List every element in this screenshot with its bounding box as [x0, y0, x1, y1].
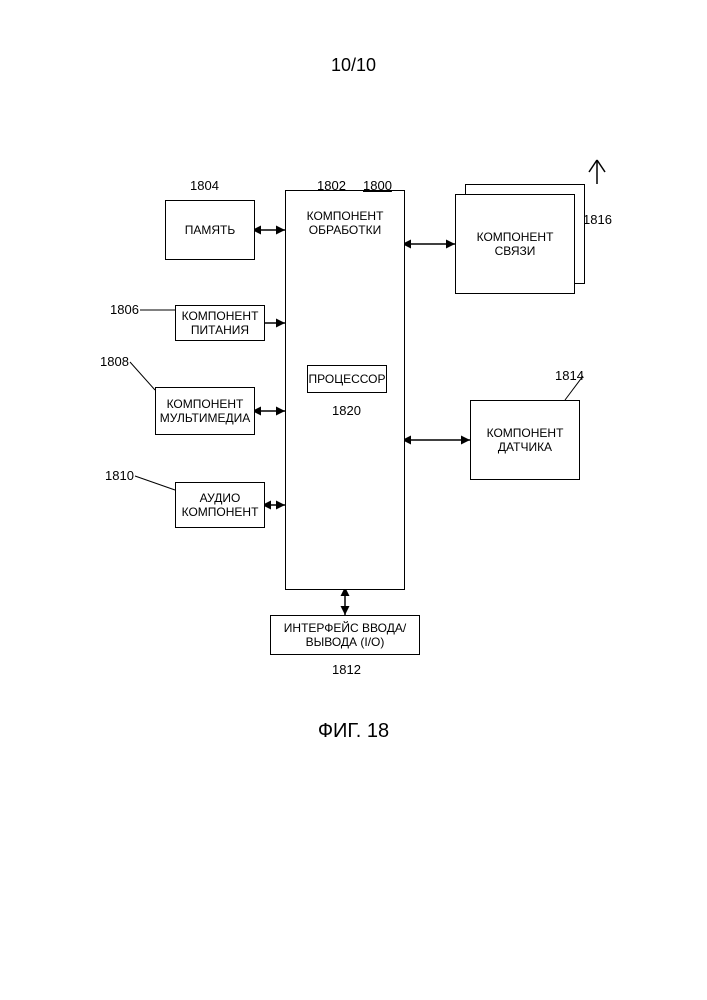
ref-processor: 1820: [332, 403, 361, 418]
ref-memory: 1804: [190, 178, 219, 193]
processor-box: ПРОЦЕССОР: [307, 365, 387, 393]
processor-label: ПРОЦЕССОР: [309, 372, 386, 386]
sensor-component-box: КОМПОНЕНТДАТЧИКА: [470, 400, 580, 480]
comm-component-box: КОМПОНЕНТСВЯЗИ: [455, 194, 575, 294]
processing-label: КОМПОНЕНТОБРАБОТКИ: [286, 209, 404, 238]
audio-component-box: АУДИОКОМПОНЕНТ: [175, 482, 265, 528]
figure-caption: ФИГ. 18: [0, 720, 707, 743]
ref-io: 1812: [332, 662, 361, 677]
ref-sensor: 1814: [555, 368, 584, 383]
page-number: 10/10: [0, 55, 707, 76]
power-component-box: КОМПОНЕНТПИТАНИЯ: [175, 305, 265, 341]
ref-audio: 1810: [105, 468, 134, 483]
multimedia-component-box: КОМПОНЕНТМУЛЬТИМЕДИА: [155, 387, 255, 435]
ref-comm: 1816: [583, 212, 612, 227]
io-label: ИНТЕРФЕЙС ВВОДА/ВЫВОДА (I/O): [284, 621, 406, 650]
io-interface-box: ИНТЕРФЕЙС ВВОДА/ВЫВОДА (I/O): [270, 615, 420, 655]
ref-multimedia: 1808: [100, 354, 129, 369]
comm-label: КОМПОНЕНТСВЯЗИ: [477, 230, 554, 259]
ref-power: 1806: [110, 302, 139, 317]
ref-device: 1800: [363, 178, 392, 193]
ref-processing: 1802: [317, 178, 346, 193]
memory-label: ПАМЯТЬ: [185, 223, 236, 237]
power-label: КОМПОНЕНТПИТАНИЯ: [182, 309, 259, 338]
multimedia-label: КОМПОНЕНТМУЛЬТИМЕДИА: [160, 397, 250, 426]
sensor-label: КОМПОНЕНТДАТЧИКА: [487, 426, 564, 455]
block-diagram: КОМПОНЕНТОБРАБОТКИ ПРОЦЕССОР ПАМЯТЬ КОМП…: [85, 150, 625, 710]
memory-box: ПАМЯТЬ: [165, 200, 255, 260]
audio-label: АУДИОКОМПОНЕНТ: [182, 491, 259, 520]
